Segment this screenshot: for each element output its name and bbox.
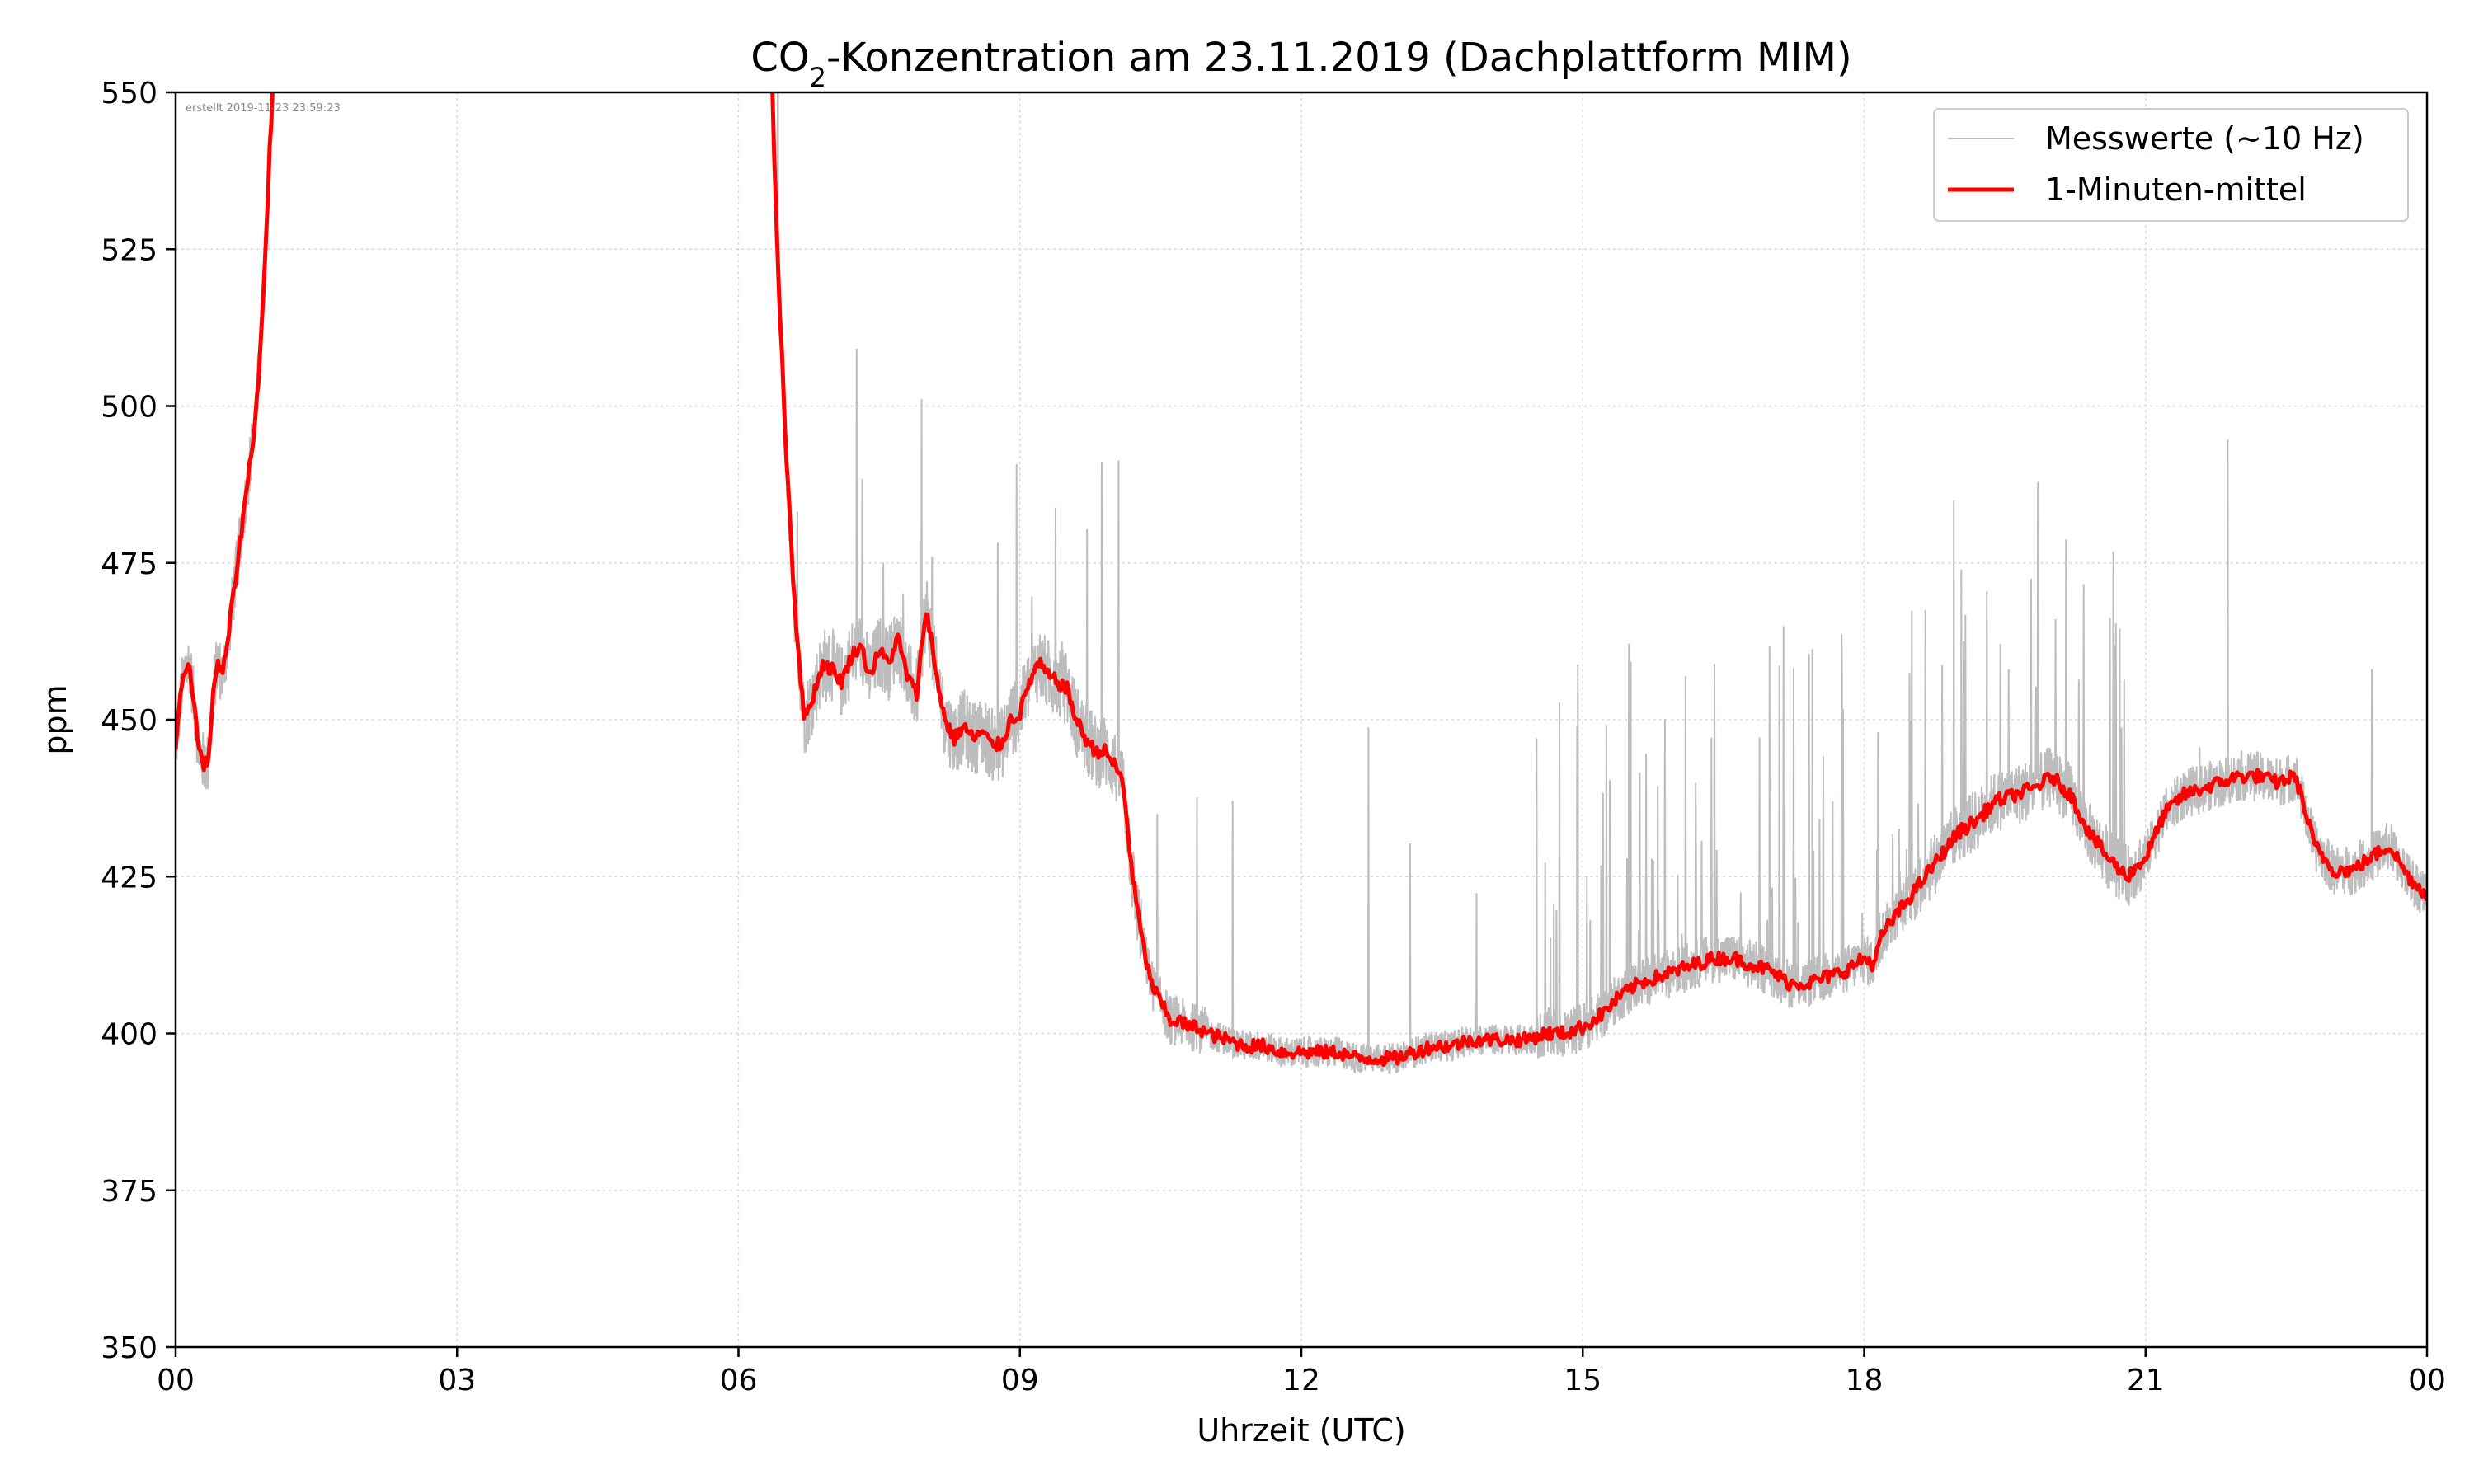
x-tick-label: 09: [1001, 1364, 1039, 1397]
y-tick-label: 475: [101, 547, 158, 581]
y-tick-label: 350: [101, 1331, 158, 1365]
y-axis-ticks: 350 375 400 425 450 475 500 525 550: [101, 77, 176, 1365]
creation-stamp: erstellt 2019-11-23 23:59:23: [186, 102, 341, 115]
x-tick-label: 12: [1282, 1364, 1320, 1397]
x-tick-label: 00: [2408, 1364, 2446, 1397]
y-tick-label: 425: [101, 861, 158, 895]
x-tick-label: 00: [157, 1364, 195, 1397]
x-tick-label: 15: [1564, 1364, 1602, 1397]
x-tick-label: 06: [720, 1364, 758, 1397]
y-tick-label: 375: [101, 1175, 158, 1209]
x-tick-label: 21: [2127, 1364, 2165, 1397]
x-axis-ticks: 00 03 06 09 12 15 18 21 00: [157, 1347, 2446, 1397]
legend-label-messwerte: Messwerte (~10 Hz): [2045, 120, 2364, 157]
x-axis-label: Uhrzeit (UTC): [1197, 1412, 1405, 1449]
y-tick-label: 550: [101, 77, 158, 110]
legend-label-1min-mittel: 1-Minuten-mittel: [2045, 171, 2307, 208]
y-tick-label: 500: [101, 391, 158, 425]
y-tick-label: 450: [101, 704, 158, 738]
chart-title: CO2-Konzentration am 23.11.2019 (Dachpla…: [750, 35, 1851, 93]
legend-box: [1933, 108, 2409, 222]
grid-lines: [176, 92, 2427, 1347]
y-axis-label: ppm: [37, 684, 73, 754]
y-tick-label: 400: [101, 1018, 158, 1052]
x-tick-label: 03: [438, 1364, 476, 1397]
x-tick-label: 18: [1846, 1364, 1884, 1397]
y-tick-label: 525: [101, 233, 158, 267]
series-line-1min-mittel: [176, 92, 2427, 1067]
legend: Messwerte (~10 Hz) 1-Minuten-mittel: [1933, 108, 2409, 222]
